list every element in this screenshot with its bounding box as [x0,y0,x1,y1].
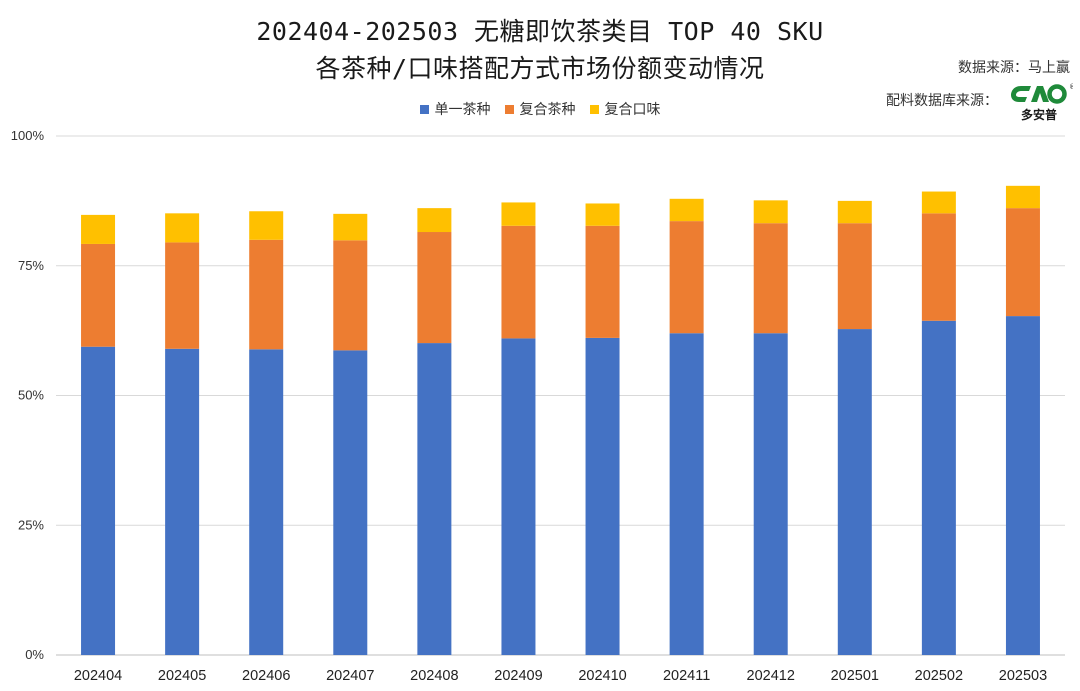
bar-segment-compound [585,225,620,338]
legend-item-compound: 复合茶种 [504,99,576,119]
bar-segment-flavor [81,214,116,244]
bar-segment-flavor [669,198,704,222]
legend-label-single: 单一茶种 [434,102,491,118]
logo-text: 多安普 [1020,108,1057,122]
ingredient-source-label: 配料数据库来源： [886,93,998,109]
bar-segment-compound [669,221,704,334]
bar-segment-flavor [1005,185,1040,209]
bar-segment-single [165,348,200,655]
bar-segment-compound [81,243,116,347]
bar-segment-flavor [333,213,368,241]
bar-segment-single [417,343,452,655]
y-tick-label: 100% [11,128,45,143]
bar-segment-single [501,338,536,655]
x-tick-label: 202411 [663,668,710,684]
registered-mark: ® [1069,83,1073,91]
bar-segment-single [669,333,704,655]
bar-segment-single [1005,316,1040,655]
x-tick-label: 202409 [494,668,542,684]
bar-segment-flavor [753,200,788,224]
bar-segment-compound [501,225,536,339]
x-tick-label: 202406 [242,668,290,684]
x-tick-label: 202405 [158,668,206,684]
bar-segment-compound [1005,208,1040,317]
bar-segment-single [585,337,620,655]
x-tick-label: 202501 [831,668,879,684]
x-tick-label: 202503 [999,668,1047,684]
bar-segment-single [921,320,956,655]
legend-swatch-flavor [589,104,599,114]
data-source-label: 数据来源：马上赢 [958,60,1070,76]
bar-segment-flavor [585,203,620,226]
y-tick-label: 25% [18,517,44,532]
logo-mark-icon: ® [1011,83,1076,104]
chart-title-line2: 各茶种/口味搭配方式市场份额变动情况 [315,54,765,83]
bar-segment-single [753,333,788,655]
bar-segment-flavor [417,208,452,233]
bar-segment-flavor [921,191,956,214]
bar-segment-flavor [501,202,536,226]
y-tick-label: 50% [18,388,44,403]
legend-swatch-compound [504,104,514,114]
legend-item-flavor: 复合口味 [589,99,661,119]
bar-segment-flavor [837,200,872,224]
x-tick-label: 202410 [578,668,626,684]
bar-segment-compound [921,213,956,321]
legend-swatch-single [419,104,429,114]
bar-segment-single [333,350,368,655]
x-tick-label: 202407 [326,668,374,684]
bar-segment-flavor [165,213,200,243]
bar-segment-single [81,346,116,655]
x-tick-label: 202412 [747,668,795,684]
bar-segment-single [837,329,872,655]
bar-segment-compound [165,242,200,349]
bar-segment-compound [249,239,284,350]
chart-title-line1: 202404-202503 无糖即饮茶类目 TOP 40 SKU [256,17,824,46]
bar-segment-single [249,349,284,655]
bar-segment-flavor [249,211,284,240]
y-tick-label: 0% [25,647,44,662]
legend-label-compound: 复合茶种 [519,102,576,118]
bar-segment-compound [417,232,452,344]
legend-item-single: 单一茶种 [419,99,491,119]
x-tick-label: 202408 [410,668,458,684]
bar-segment-compound [753,223,788,334]
bar-segment-compound [837,223,872,330]
y-tick-label: 75% [18,258,44,273]
legend-label-flavor: 复合口味 [604,102,661,118]
x-tick-label: 202404 [74,668,122,684]
x-tick-label: 202502 [915,668,963,684]
chart-legend: 单一茶种 复合茶种 复合口味 [0,99,1080,119]
bar-segment-compound [333,240,368,351]
duoanpu-logo: ® 多安普 [1005,80,1076,124]
